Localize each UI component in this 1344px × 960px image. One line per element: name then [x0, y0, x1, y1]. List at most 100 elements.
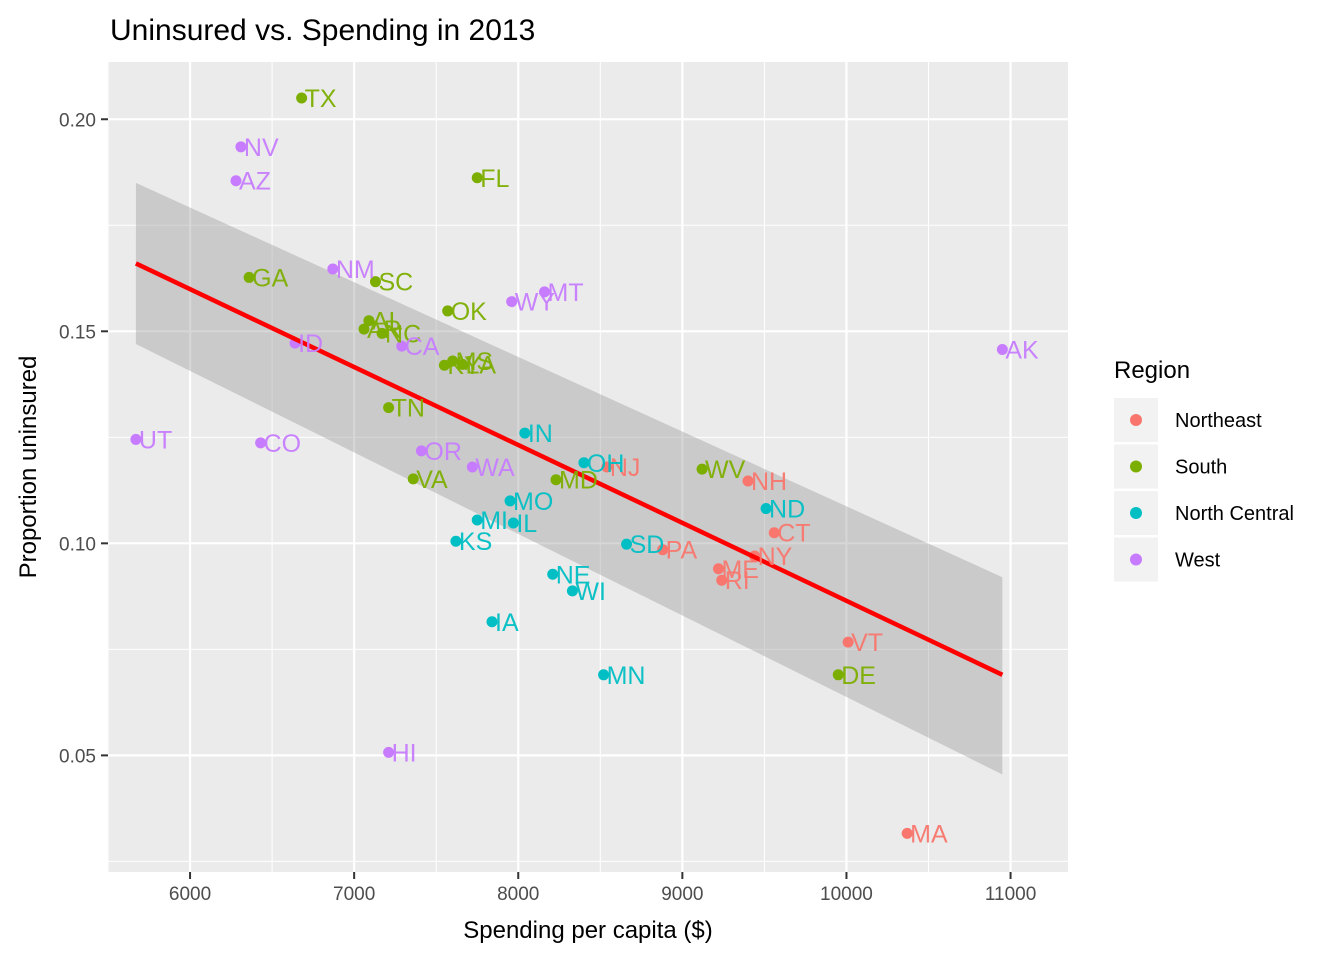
legend-label-1: South [1175, 457, 1227, 479]
x-tick-label: 7000 [333, 884, 375, 905]
point-label-me: ME [721, 556, 759, 584]
point-label-nd: ND [769, 496, 805, 524]
data-point-sc [369, 276, 381, 288]
legend-key-dot-3 [1130, 553, 1142, 566]
grid-major [108, 62, 1068, 872]
point-label-mt: MT [548, 279, 584, 307]
data-point-ne [547, 568, 559, 580]
point-label-ia: IA [495, 609, 519, 637]
data-point-oh [578, 457, 590, 469]
point-label-mi: MI [480, 507, 508, 535]
x-tick-label: 8000 [497, 884, 539, 905]
trend-line-path [134, 261, 1004, 677]
data-point-nm [327, 263, 339, 275]
point-label-nv: NV [244, 134, 279, 162]
data-point-ri [716, 574, 728, 586]
data-point-or [415, 445, 427, 457]
data-point-ky [438, 359, 450, 371]
data-point-ak [996, 344, 1008, 356]
y-tick-label: 0.20 [59, 110, 96, 131]
legend-label-2: North Central [1175, 503, 1294, 525]
data-point-wv [696, 463, 708, 475]
point-label-nm: NM [336, 256, 375, 284]
point-label-wi: WI [575, 578, 606, 606]
point-label-or: OR [424, 438, 462, 466]
point-label-id: ID [298, 330, 323, 358]
confidence-band-area [135, 182, 1003, 775]
data-point-ct [768, 527, 780, 539]
grid-minor [107, 62, 1068, 872]
point-label-oh: OH [587, 450, 625, 478]
data-point-sd [621, 538, 633, 550]
point-label-va: VA [416, 466, 448, 494]
point-label-la: LA [465, 351, 496, 379]
data-point-pa [657, 544, 669, 556]
point-label-de: DE [841, 662, 876, 690]
data-point-wa [466, 461, 478, 473]
point-label-co: CO [264, 430, 302, 458]
point-label-ne: NE [556, 561, 591, 589]
data-point-me [712, 563, 724, 575]
point-label-ak: AK [1005, 337, 1039, 365]
x-axis-title: Spending per capita ($) [463, 917, 713, 944]
legend-key-dot-1 [1130, 460, 1142, 473]
legend-key-dot-2 [1130, 507, 1142, 519]
data-point-mt [539, 286, 551, 298]
data-point-ia [486, 616, 498, 628]
data-point-wi [566, 585, 578, 597]
point-label-mn: MN [607, 662, 646, 690]
point-label-wv: WV [705, 456, 746, 484]
y-axis-title: Proportion uninsured [15, 356, 42, 579]
x-tick-label: 10000 [820, 884, 873, 905]
point-label-tn: TN [392, 395, 425, 423]
point-label-mo: MO [513, 488, 553, 516]
data-point-nc [376, 327, 388, 339]
data-point-mn [598, 669, 610, 681]
y-tick-label: 0.15 [59, 322, 96, 343]
data-point-ma [901, 827, 913, 839]
point-label-il: IL [516, 510, 537, 538]
point-label-pa: PA [666, 537, 698, 565]
plot-panel [108, 62, 1068, 872]
data-point-de [832, 669, 844, 681]
data-point-ks [450, 535, 462, 547]
point-label-wa: WA [475, 454, 515, 482]
legend-label-3: West [1175, 550, 1221, 572]
data-point-va [407, 473, 419, 485]
point-label-sd: SD [630, 531, 665, 559]
legend-label-0: Northeast [1175, 410, 1262, 432]
legend: Region Northeast South North Central West [1114, 357, 1294, 582]
x-tick-label: 6000 [169, 884, 211, 905]
point-label-nj: NJ [610, 454, 641, 482]
point-label-ma: MA [910, 820, 948, 848]
legend-keys: Northeast South North Central West [1114, 398, 1294, 582]
point-label-ks: KS [459, 528, 492, 556]
data-point-az [230, 175, 242, 187]
data-point-ga [243, 271, 255, 283]
point-label-ny: NY [758, 543, 793, 571]
x-tick-label: 9000 [661, 884, 703, 905]
confidence-band [135, 182, 1003, 775]
point-label-wy: WY [515, 289, 556, 317]
data-point-nv [235, 141, 247, 153]
data-point-mi [471, 514, 483, 526]
y-tick-label: 0.10 [59, 534, 96, 555]
point-label-in: IN [528, 420, 553, 448]
chart-title: Uninsured vs. Spending in 2013 [110, 14, 535, 47]
data-point-hi [383, 746, 395, 758]
data-point-mo [504, 495, 516, 507]
data-point-la [456, 358, 468, 370]
y-tick-label: 0.05 [59, 746, 96, 767]
data-point-ut [130, 433, 142, 445]
point-label-ct: CT [777, 520, 810, 548]
point-label-nh: NH [751, 468, 787, 496]
data-point-wy [506, 296, 518, 308]
point-label-ms: MS [456, 348, 494, 376]
trend-line [134, 261, 1004, 677]
data-point-ar [358, 323, 370, 335]
point-label-sc: SC [378, 269, 413, 297]
data-point-ca [396, 340, 408, 352]
point-label-al: AL [372, 308, 403, 336]
